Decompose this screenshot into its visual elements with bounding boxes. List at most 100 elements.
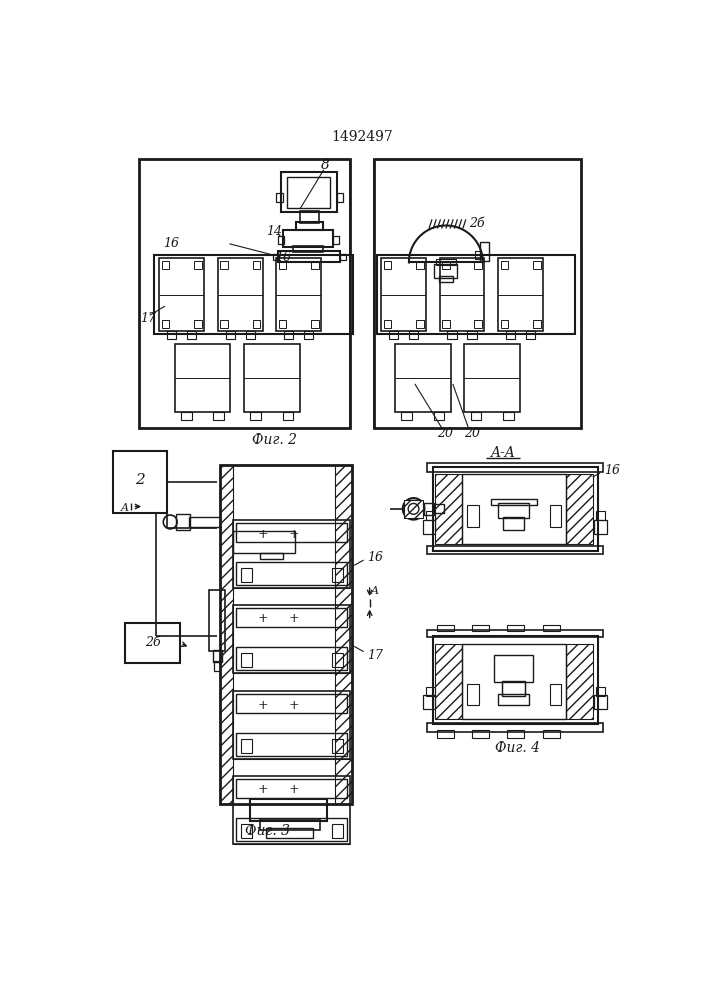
Bar [189, 517, 219, 527]
Bar [423, 520, 435, 534]
Bar [209, 590, 225, 651]
Text: +: + [258, 612, 269, 625]
Bar [435, 644, 462, 719]
Bar [241, 824, 252, 838]
Bar [462, 644, 566, 719]
Bar [596, 511, 605, 520]
Bar [402, 412, 412, 420]
Bar [236, 779, 347, 798]
Bar [259, 553, 283, 559]
Bar [494, 655, 533, 682]
Text: 2б: 2б [145, 636, 160, 649]
Bar [543, 625, 560, 631]
Bar [383, 261, 391, 269]
Bar [437, 625, 454, 631]
Bar [236, 608, 347, 627]
Bar [332, 739, 343, 753]
Text: 8: 8 [321, 158, 330, 172]
Bar [440, 258, 484, 331]
Text: +: + [258, 528, 269, 541]
Bar [467, 505, 479, 527]
Bar [333, 236, 339, 244]
Bar [433, 636, 598, 724]
Bar [246, 331, 255, 339]
Bar [566, 644, 593, 719]
Bar [236, 818, 347, 841]
Bar [595, 520, 607, 534]
Bar [423, 695, 435, 709]
Bar [311, 320, 319, 328]
Bar [506, 331, 515, 339]
Bar [474, 320, 482, 328]
Bar [550, 684, 561, 705]
Bar [467, 684, 479, 705]
Bar [533, 261, 541, 269]
Text: Фиг. 3: Фиг. 3 [245, 824, 290, 838]
Bar [433, 412, 444, 420]
Bar [389, 331, 398, 339]
Bar [233, 605, 351, 673]
Bar [377, 255, 575, 334]
Bar [226, 331, 235, 339]
Bar [236, 562, 347, 585]
Bar [437, 730, 454, 738]
Bar [475, 251, 481, 259]
Bar [276, 258, 321, 331]
Circle shape [403, 498, 424, 520]
Bar [236, 694, 347, 713]
Text: A-A: A-A [490, 446, 515, 460]
Bar [276, 193, 283, 202]
Bar [300, 211, 319, 223]
Bar [293, 246, 324, 252]
Bar [233, 531, 295, 553]
Bar [218, 258, 262, 331]
Bar [501, 320, 508, 328]
Bar [233, 691, 351, 759]
Text: 16: 16 [275, 251, 291, 264]
Bar [439, 276, 452, 282]
Bar [219, 465, 352, 804]
Bar [160, 258, 204, 331]
Bar [383, 320, 391, 328]
Bar [462, 474, 566, 544]
Bar [474, 261, 482, 269]
Bar [259, 819, 320, 830]
Bar [424, 503, 433, 515]
Bar [139, 158, 351, 428]
Bar [221, 261, 228, 269]
Bar [435, 474, 462, 544]
Bar [252, 320, 260, 328]
Text: 17: 17 [140, 312, 156, 325]
Bar [332, 824, 343, 838]
Bar [433, 504, 444, 513]
Text: 2б: 2б [469, 217, 484, 230]
Bar [241, 653, 252, 667]
Text: +: + [289, 612, 300, 625]
Bar [162, 261, 170, 269]
Text: 20: 20 [437, 427, 452, 440]
Bar [434, 264, 457, 278]
Bar [278, 236, 284, 244]
Bar [279, 261, 286, 269]
Bar [273, 254, 279, 260]
Bar [416, 261, 423, 269]
Bar [480, 242, 489, 261]
Bar [219, 465, 233, 804]
Bar [442, 320, 450, 328]
Bar [244, 344, 300, 412]
Text: Фиг. 2: Фиг. 2 [252, 433, 298, 447]
Bar [416, 320, 423, 328]
Bar [533, 320, 541, 328]
Text: 17: 17 [368, 649, 383, 662]
Text: A: A [370, 586, 378, 596]
Bar [194, 320, 201, 328]
Text: +: + [258, 699, 269, 712]
Bar [332, 568, 343, 582]
Bar [502, 681, 525, 696]
Bar [508, 730, 525, 738]
Bar [472, 625, 489, 631]
Bar [175, 344, 230, 412]
Bar [595, 695, 607, 709]
Bar [409, 331, 418, 339]
Bar [596, 687, 605, 696]
